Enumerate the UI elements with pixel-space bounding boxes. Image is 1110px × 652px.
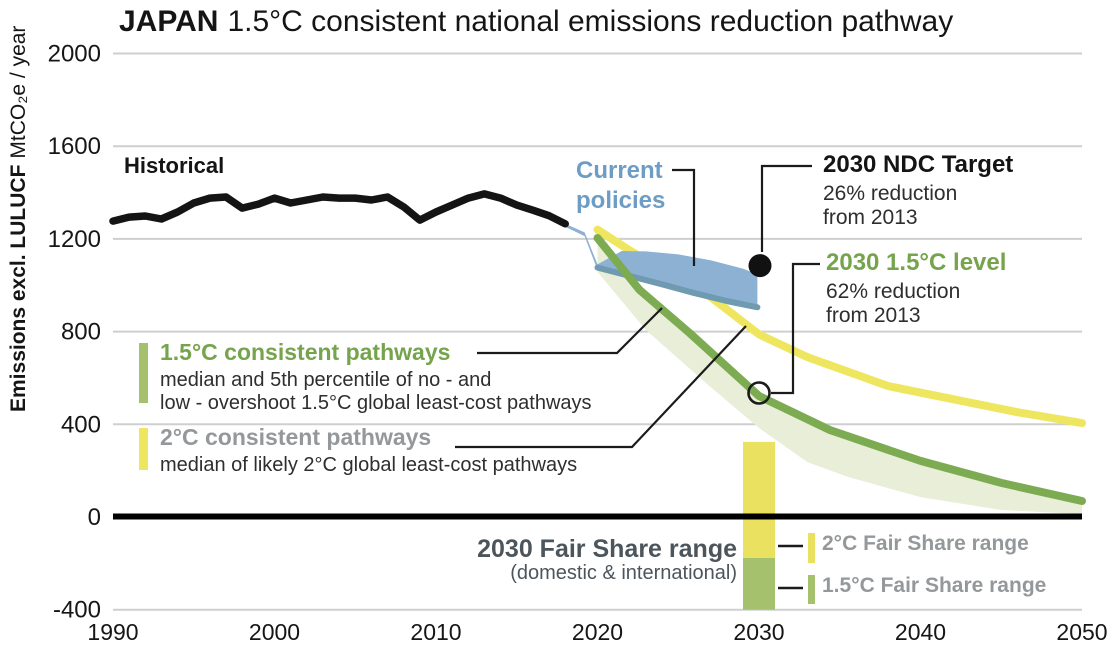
y-tick-label: 1600 [48, 133, 101, 160]
historical-label: Historical [124, 153, 225, 178]
level-1p5-callout [771, 262, 820, 395]
y-tick-label: 2000 [48, 41, 101, 68]
callout-lines [455, 164, 820, 449]
x-tick-label: 2030 [733, 619, 784, 645]
chart-title-text: 1.5°C consistent national emissions redu… [227, 5, 954, 38]
ndc-target-dot [748, 254, 772, 278]
x-tick-label: 2010 [410, 619, 461, 645]
x-tick-label: 2050 [1056, 619, 1107, 645]
level-1p5-title: 2030 1.5°C level [826, 249, 1007, 276]
ndc-target-callout [760, 164, 812, 252]
axis-tick-labels: 1990 2000 2010 2020 2030 2040 2050 -400 0 400 800 1… [48, 41, 1108, 646]
markers-layer [747, 254, 815, 604]
fair-share-label: 2030 Fair Share range (domestic & intern… [400, 536, 737, 585]
legend-1p5-callout [477, 307, 663, 355]
ndc-target-line2: from 2013 [823, 206, 918, 230]
x-tick-label: 2040 [895, 619, 946, 645]
legend-2c-title: 2°C consistent pathways [160, 424, 432, 450]
legend-1p5-pathways: 1.5°C consistent pathways median and 5th… [160, 339, 592, 414]
legend-1p5-swatch [139, 343, 148, 403]
legend-2c-desc1: median of likely 2°C global least-cost p… [160, 454, 578, 477]
fair-share-subtitle: (domestic & international) [510, 562, 737, 584]
ndc-target-line1: 26% reduction [823, 181, 958, 205]
x-tick-label: 1990 [87, 619, 138, 645]
level-1p5-circle [747, 381, 771, 405]
series-layer [109, 190, 1086, 514]
legend-2c-pathways: 2°C consistent pathways median of likely… [160, 424, 578, 477]
level-1p5-annotation: 2030 1.5°C level 62% reduction from 2013 [826, 249, 1006, 329]
level-1p5-line2: from 2013 [826, 304, 921, 328]
y-axis-label-bold: Emissions excl. LULUCF [7, 164, 30, 412]
x-tick-label: 2000 [249, 619, 300, 645]
fair-share-2c-legend-swatch [808, 533, 815, 563]
fair-share-title: 2030 Fair Share range [477, 535, 737, 563]
ndc-target-annotation: 2030 NDC Target 26% reduction from 2013 [823, 151, 1013, 231]
y-tick-label: 800 [61, 319, 101, 346]
fair-share-2c-legend-label: 2°C Fair Share range [822, 532, 1029, 555]
y-tick-label: 0 [88, 504, 101, 531]
y-axis-label: Emissions excl. LULUCF MtCO₂e / year [7, 26, 31, 412]
fair-share-1p5-legend-label: 1.5°C Fair Share range [822, 574, 1047, 597]
pathway-1p5-range [597, 238, 1082, 514]
fair-share-1p5-bar [743, 558, 775, 610]
current-policies-range [565, 223, 758, 310]
y-tick-label: 400 [61, 411, 101, 438]
gridlines [113, 52, 1082, 611]
legend-2c-callout [455, 325, 747, 449]
legend-1p5-desc1: median and 5th percentile of no - and [160, 369, 492, 392]
current-policies-callout [672, 168, 696, 266]
chart-title: JAPAN 1.5°C consistent national emissions… [119, 5, 953, 39]
historical-line [109, 190, 569, 228]
ndc-target-title: 2030 NDC Target [823, 151, 1014, 178]
level-1p5-line1: 62% reduction [826, 279, 961, 303]
legend-1p5-title: 1.5°C consistent pathways [160, 339, 451, 365]
y-axis-label-units: MtCO₂e / year [7, 25, 30, 159]
chart-title-country: JAPAN [119, 5, 219, 38]
legend-2c-swatch [139, 428, 148, 470]
y-tick-label: -400 [53, 597, 101, 624]
current-policies-label: Current policies [576, 157, 666, 214]
pathway-1p5-median-line [593, 234, 1086, 505]
fair-share-bars [743, 441, 775, 610]
x-tick-label: 2020 [572, 619, 623, 645]
fair-share-1p5-legend-swatch [808, 575, 815, 604]
legend-1p5-desc2: low - overshoot 1.5°C global least-cost … [160, 391, 592, 414]
fair-share-2c-bar [743, 441, 775, 558]
y-tick-label: 1200 [48, 226, 101, 253]
